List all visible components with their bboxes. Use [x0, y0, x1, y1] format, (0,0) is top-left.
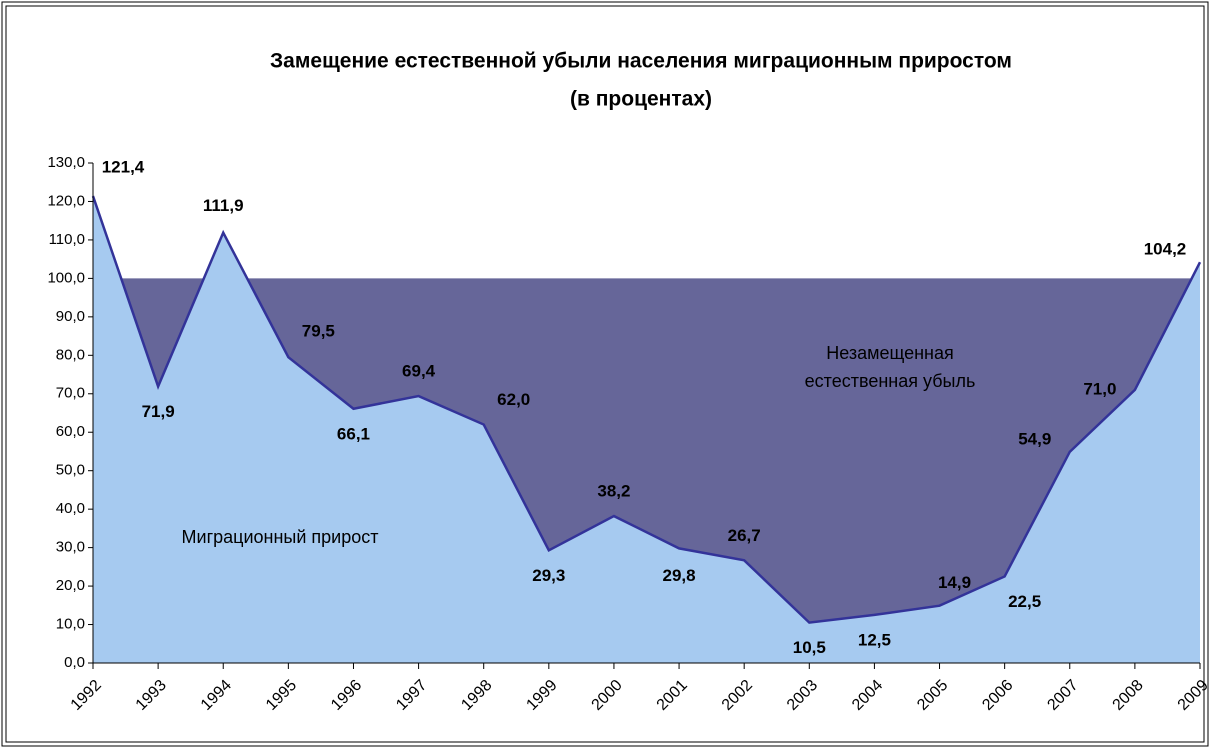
y-tick-label: 80,0: [56, 346, 85, 363]
chart-title: Замещение естественной убыли населения м…: [270, 50, 1012, 73]
data-label: 111,9: [203, 196, 244, 215]
x-tick-label: 2005: [914, 677, 951, 714]
y-tick-label: 120,0: [47, 192, 85, 209]
data-label: 104,2: [1144, 240, 1187, 259]
data-label: 71,9: [142, 402, 175, 421]
chart-subtitle: (в процентах): [570, 88, 712, 111]
x-tick-label: 2008: [1110, 677, 1147, 714]
area: [93, 196, 1200, 664]
x-tick-label: 2004: [849, 677, 886, 714]
data-label: 10,5: [793, 638, 826, 657]
data-label: 71,0: [1083, 379, 1116, 398]
x-tick-label: 1996: [328, 677, 365, 714]
data-label: 79,5: [302, 322, 335, 341]
x-tick-label: 1993: [133, 677, 170, 714]
x-tick-label: 2009: [1175, 677, 1211, 714]
data-label: 38,2: [597, 482, 630, 501]
data-label: 54,9: [1018, 429, 1051, 448]
y-tick-label: 20,0: [56, 577, 85, 594]
data-label: 12,5: [858, 630, 891, 649]
data-label: 66,1: [337, 424, 370, 443]
data-label: 26,7: [728, 526, 761, 545]
data-label: 69,4: [402, 362, 436, 381]
x-tick-label: 1995: [263, 677, 300, 714]
frame-inner: [5, 5, 1205, 743]
y-tick-label: 90,0: [56, 308, 85, 325]
x-tick-label: 2007: [1044, 677, 1081, 714]
x-tick-label: 1992: [68, 677, 105, 714]
line: [91, 195, 1202, 624]
data-label: 14,9: [938, 573, 971, 592]
x-tick-label: 1998: [458, 677, 495, 714]
x-tick-label: 2001: [654, 677, 691, 714]
x-tick-label: 2006: [979, 677, 1016, 714]
x-tick-label: 2003: [784, 677, 821, 714]
x-tick-label: 2002: [719, 677, 756, 714]
x-tick-label: 1994: [198, 677, 235, 714]
y-tick-label: 60,0: [56, 423, 85, 440]
y-tick-label: 130,0: [47, 154, 85, 171]
data-label: 62,0: [497, 390, 530, 409]
y-tick-label: 70,0: [56, 385, 85, 402]
data-label: 29,3: [532, 566, 565, 585]
x-tick-label: 1999: [523, 677, 560, 714]
x-tick-label: 1997: [393, 677, 430, 714]
y-tick-label: 30,0: [56, 539, 85, 556]
y-tick-label: 110,0: [49, 231, 85, 248]
y-tick-label: 100,0: [47, 269, 85, 286]
y-tick-label: 10,0: [56, 616, 85, 633]
annotation: Миграционный прирост: [181, 527, 379, 547]
y-tick-label: 40,0: [56, 500, 85, 517]
data-label: 29,8: [663, 566, 696, 585]
y-tick-label: 0,0: [64, 654, 85, 671]
y-tick-label: 50,0: [56, 462, 85, 479]
x-tick-label: 2000: [589, 677, 626, 714]
data-label: 22,5: [1008, 592, 1041, 611]
annotation: Незамещенная естественная убыль: [804, 343, 976, 391]
data-label: 121,4: [102, 158, 145, 177]
